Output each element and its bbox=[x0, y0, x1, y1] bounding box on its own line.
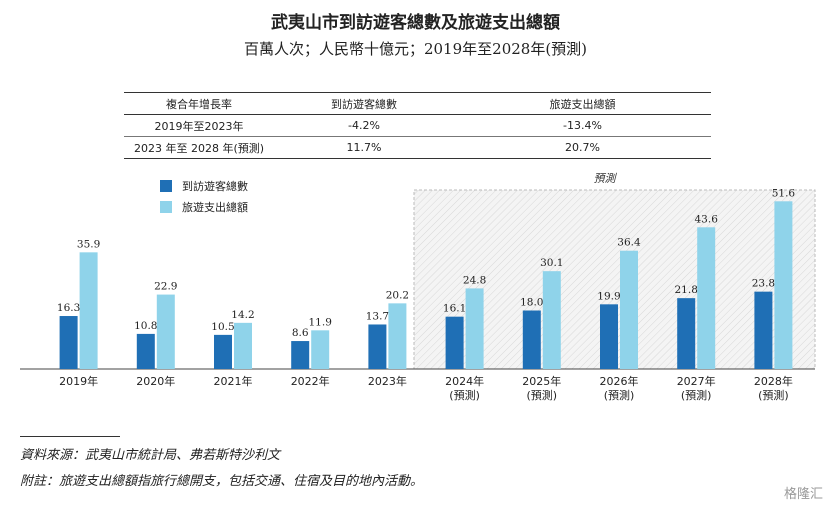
forecast-label: 預測 bbox=[594, 172, 618, 185]
x-tick-label: 2023年 bbox=[368, 374, 407, 388]
legend-swatch-visitors bbox=[160, 179, 172, 192]
data-label: 10.5 bbox=[211, 321, 234, 333]
bar-visitors bbox=[754, 291, 773, 369]
data-label: 30.1 bbox=[540, 257, 563, 269]
x-tick-label: (預測) bbox=[758, 388, 789, 402]
legend-swatch-spending bbox=[160, 200, 172, 213]
data-label: 16.3 bbox=[57, 302, 80, 314]
chart-title: 武夷山市到訪遊客總數及旅遊支出總額 bbox=[271, 13, 560, 33]
data-label: 24.8 bbox=[463, 274, 486, 286]
x-tick-label: 2021年 bbox=[214, 374, 253, 388]
bar-visitors bbox=[136, 333, 155, 369]
bar-spending bbox=[542, 271, 561, 369]
cagr-header-spending: 旅遊支出總額 bbox=[549, 97, 616, 111]
bar-spending bbox=[697, 227, 716, 369]
x-tick-label: 2019年 bbox=[59, 374, 98, 388]
bar-visitors bbox=[677, 298, 696, 369]
bar-spending bbox=[620, 250, 638, 369]
x-tick-label: (預測) bbox=[449, 388, 480, 402]
data-label: 13.7 bbox=[366, 310, 389, 322]
x-tick-label: 2024年 bbox=[445, 374, 484, 388]
chart-subtitle: 百萬人次；人民幣十億元；2019年至2028年(預測) bbox=[243, 40, 588, 58]
cagr-spending: 20.7% bbox=[565, 141, 600, 154]
cagr-period: 2019年至2023年 bbox=[154, 119, 244, 133]
x-tick-label: (預測) bbox=[681, 388, 712, 402]
bar-spending bbox=[79, 252, 98, 369]
bar-spending bbox=[388, 303, 407, 369]
cagr-header-period: 複合年增長率 bbox=[166, 97, 232, 111]
legend-item-visitors: 到訪遊客總數 bbox=[160, 175, 248, 196]
x-tick-label: (預測) bbox=[527, 388, 558, 402]
legend-label-visitors: 到訪遊客總數 bbox=[182, 179, 248, 193]
x-tick-label: 2020年 bbox=[136, 374, 175, 388]
legend-label-spending: 旅遊支出總額 bbox=[182, 200, 248, 214]
data-label: 21.8 bbox=[675, 284, 698, 296]
data-label: 23.8 bbox=[752, 278, 775, 290]
bar-visitors bbox=[291, 341, 310, 369]
cagr-visitors: 11.7% bbox=[346, 141, 382, 154]
cagr-period: 2023 年至 2028 年(預測) bbox=[133, 141, 265, 155]
data-label: 35.9 bbox=[77, 238, 100, 250]
data-label: 11.9 bbox=[309, 316, 332, 328]
x-tick-label: 2027年 bbox=[677, 374, 716, 388]
bar-visitors bbox=[522, 310, 541, 369]
watermark-logo: 格隆汇 bbox=[783, 487, 823, 502]
data-label: 22.9 bbox=[154, 281, 177, 293]
bar-visitors bbox=[214, 334, 232, 369]
x-tick-label: (預測) bbox=[604, 388, 635, 402]
data-label: 10.8 bbox=[134, 320, 157, 332]
footnote-divider bbox=[20, 436, 120, 437]
data-label: 18.0 bbox=[520, 297, 543, 309]
data-label: 16.1 bbox=[443, 303, 466, 315]
bar-spending bbox=[311, 330, 330, 369]
data-label: 14.2 bbox=[231, 309, 254, 321]
legend-item-spending: 旅遊支出總額 bbox=[160, 196, 248, 217]
footnote-source: 資料來源：武夷山市統計局、弗若斯特沙利文 bbox=[20, 448, 281, 463]
x-tick-label: 2028年 bbox=[754, 374, 793, 388]
footnote-note: 附註：旅遊支出總額指旅行總開支，包括交通、住宿及目的地內活動。 bbox=[20, 474, 424, 489]
x-tick-label: 2022年 bbox=[291, 374, 330, 388]
bar-spending bbox=[774, 201, 793, 369]
data-label: 36.4 bbox=[617, 237, 641, 249]
data-label: 8.6 bbox=[292, 327, 309, 339]
bar-visitors bbox=[600, 304, 618, 369]
bar-spending bbox=[156, 294, 175, 369]
data-label: 43.6 bbox=[695, 213, 719, 225]
data-label: 51.6 bbox=[772, 187, 796, 199]
cagr-row: 2019年至2023年 -4.2% -13.4% bbox=[124, 115, 711, 137]
chart-legend: 到訪遊客總數 旅遊支出總額 bbox=[160, 175, 248, 217]
bar-spending bbox=[234, 322, 252, 369]
cagr-header-visitors: 到訪遊客總數 bbox=[331, 97, 397, 111]
cagr-table: 複合年增長率 到訪遊客總數 旅遊支出總額 2019年至2023年 -4.2% -… bbox=[124, 92, 711, 159]
cagr-spending: -13.4% bbox=[563, 119, 602, 132]
x-tick-label: 2025年 bbox=[522, 374, 561, 388]
x-tick-label: 2026年 bbox=[600, 374, 639, 388]
cagr-header-row: 複合年增長率 到訪遊客總數 旅遊支出總額 bbox=[124, 92, 711, 115]
cagr-visitors: -4.2% bbox=[348, 119, 380, 132]
cagr-row: 2023 年至 2028 年(預測) 11.7% 20.7% bbox=[124, 137, 711, 159]
data-label: 19.9 bbox=[597, 290, 620, 302]
bar-spending bbox=[465, 288, 484, 369]
bar-visitors bbox=[445, 316, 464, 369]
bar-visitors bbox=[368, 324, 387, 369]
data-label: 20.2 bbox=[386, 289, 409, 301]
bar-visitors bbox=[59, 316, 78, 369]
